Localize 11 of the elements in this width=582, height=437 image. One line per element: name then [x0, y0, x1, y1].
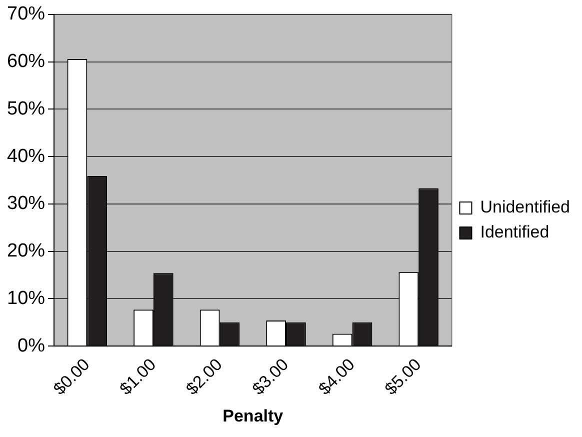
x-axis-title: Penalty — [222, 406, 284, 426]
y-tick-label: 60% — [6, 51, 46, 72]
y-tick-label: 10% — [6, 288, 46, 309]
y-tick-label: 70% — [6, 4, 46, 25]
y-tick-label: 20% — [6, 240, 46, 262]
y-tick-label: 50% — [6, 98, 46, 120]
y-tick-label: 30% — [6, 193, 46, 214]
y-tick-label: 0% — [18, 335, 46, 356]
legend-label: Identified — [480, 222, 550, 242]
y-tick-label: 40% — [6, 146, 46, 167]
legend-label: Unidentified — [480, 198, 570, 217]
